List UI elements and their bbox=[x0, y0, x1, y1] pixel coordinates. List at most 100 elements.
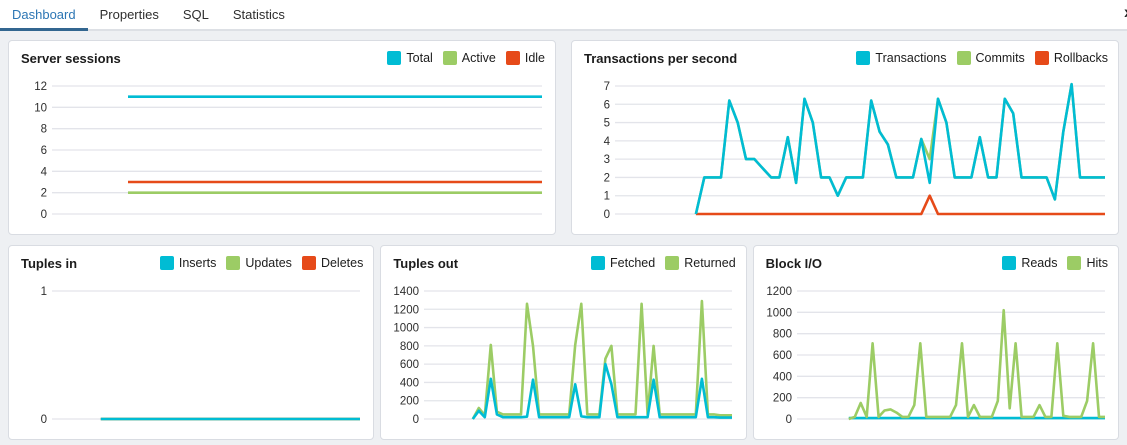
svg-text:0: 0 bbox=[41, 209, 47, 221]
svg-text:600: 600 bbox=[400, 359, 419, 371]
legend-swatch-icon bbox=[1002, 256, 1017, 270]
series-transactions-line bbox=[694, 82, 1105, 215]
legend-label: Commits bbox=[975, 51, 1025, 65]
svg-text:1200: 1200 bbox=[394, 304, 420, 316]
legend-swatch-icon bbox=[387, 51, 402, 65]
legend-label: Inserts bbox=[178, 256, 217, 270]
legend-transactions: Transactions Commits Rollbacks bbox=[856, 51, 1108, 65]
chart-svg: 0 1 2 3 4 5 6 7 bbox=[604, 81, 1105, 221]
svg-text:7: 7 bbox=[604, 81, 610, 93]
legend-swatch-icon bbox=[442, 51, 457, 65]
svg-text:0: 0 bbox=[785, 414, 791, 426]
legend-swatch-icon bbox=[1067, 256, 1082, 270]
svg-text:800: 800 bbox=[400, 341, 419, 353]
legend-tuples-out: Fetched Returned bbox=[591, 256, 736, 270]
legend-label: Total bbox=[406, 51, 433, 65]
svg-text:800: 800 bbox=[772, 329, 791, 341]
svg-text:2: 2 bbox=[604, 172, 610, 184]
legend-server-sessions: Total Active Idle bbox=[387, 51, 545, 65]
legend-swatch-icon bbox=[226, 256, 241, 270]
legend-swatch-icon bbox=[591, 256, 606, 270]
svg-text:200: 200 bbox=[772, 393, 791, 405]
tab-sql[interactable]: SQL bbox=[182, 6, 209, 22]
series-rollbacks-line bbox=[695, 194, 1105, 216]
legend-label: Reads bbox=[1021, 256, 1058, 270]
legend-swatch-icon bbox=[301, 256, 316, 270]
legend-item-deletes: Deletes bbox=[301, 256, 364, 270]
svg-text:400: 400 bbox=[772, 371, 791, 383]
tab-dashboard[interactable]: Dashboard bbox=[0, 0, 88, 31]
svg-text:3: 3 bbox=[604, 154, 610, 166]
svg-text:0: 0 bbox=[604, 209, 610, 221]
chart-svg: 01 bbox=[41, 286, 360, 426]
legend-swatch-icon bbox=[159, 256, 174, 270]
svg-text:10: 10 bbox=[34, 102, 47, 114]
legend-tuples-in: Inserts Updates Deletes bbox=[159, 256, 364, 270]
legend-item-active: Active bbox=[442, 51, 496, 65]
legend-item-updates: Updates bbox=[226, 256, 292, 270]
legend-item-reads: Reads bbox=[1002, 256, 1057, 270]
legend-item-returned: Returned bbox=[665, 256, 736, 270]
legend-label: Updates bbox=[245, 256, 292, 270]
dashboard-row-top: Server sessions Total Active Idle 0 2 4 6 8 10 1… bbox=[8, 40, 1119, 235]
svg-text:6: 6 bbox=[41, 145, 47, 157]
svg-text:12: 12 bbox=[34, 81, 47, 93]
legend-item-commits: Commits bbox=[956, 51, 1025, 65]
legend-swatch-icon bbox=[505, 51, 520, 65]
panel-header: Block I/O Reads Hits bbox=[754, 246, 1118, 278]
tabs-overflow-icon[interactable]: x bbox=[1124, 4, 1127, 20]
legend-label: Transactions bbox=[875, 51, 947, 65]
svg-text:200: 200 bbox=[400, 396, 419, 408]
svg-text:1: 1 bbox=[604, 191, 610, 203]
svg-text:0: 0 bbox=[41, 414, 47, 426]
legend-label: Fetched bbox=[610, 256, 656, 270]
transactions-chart: 0 1 2 3 4 5 6 7 bbox=[572, 73, 1118, 234]
svg-text:600: 600 bbox=[772, 350, 791, 362]
panel-transactions-per-second: Transactions per second Transactions Comm… bbox=[571, 40, 1119, 235]
tab-properties[interactable]: Properties bbox=[99, 6, 159, 22]
panel-header: Server sessions Total Active Idle bbox=[9, 41, 555, 73]
legend-item-total: Total bbox=[387, 51, 433, 65]
dashboard-content: Server sessions Total Active Idle 0 2 4 6 8 10 1… bbox=[0, 31, 1127, 440]
panel-title-transactions: Transactions per second bbox=[584, 50, 738, 66]
svg-text:4: 4 bbox=[604, 136, 611, 148]
svg-text:2: 2 bbox=[41, 188, 47, 200]
tabbar: Dashboard Properties SQL Statistics x bbox=[0, 0, 1127, 31]
chart-svg: 0 200 400 600 800 1000 1200 bbox=[766, 286, 1105, 426]
panel-header: Tuples out Fetched Returned bbox=[381, 246, 745, 278]
server-sessions-chart: 0 2 4 6 8 10 12 bbox=[9, 73, 555, 234]
legend-label: Rollbacks bbox=[1053, 51, 1108, 65]
legend-swatch-icon bbox=[665, 256, 680, 270]
legend-label: Idle bbox=[524, 51, 545, 65]
legend-swatch-icon bbox=[956, 51, 971, 65]
panel-server-sessions: Server sessions Total Active Idle 0 2 4 6 8 10 1… bbox=[8, 40, 556, 235]
panel-header: Tuples in Inserts Updates Deletes bbox=[9, 246, 373, 278]
legend-item-idle: Idle bbox=[505, 51, 545, 65]
svg-text:1200: 1200 bbox=[766, 286, 792, 298]
svg-text:8: 8 bbox=[41, 124, 47, 136]
legend-label: Returned bbox=[684, 256, 736, 270]
svg-text:1: 1 bbox=[41, 286, 47, 298]
chart-svg: 0 200 400 600 800 1000 1200 1400 bbox=[394, 286, 733, 426]
legend-item-transactions: Transactions bbox=[856, 51, 947, 65]
legend-label: Active bbox=[461, 51, 496, 65]
legend-swatch-icon bbox=[856, 51, 871, 65]
panel-title-tuples-out: Tuples out bbox=[393, 255, 459, 271]
tab-statistics[interactable]: Statistics bbox=[232, 6, 285, 22]
series-fetched-line bbox=[472, 362, 733, 420]
svg-text:0: 0 bbox=[413, 414, 419, 426]
legend-block-io: Reads Hits bbox=[1002, 256, 1108, 270]
series-hits-line bbox=[848, 308, 1105, 421]
legend-label: Hits bbox=[1086, 256, 1108, 270]
svg-text:1000: 1000 bbox=[394, 323, 420, 335]
panel-title-block-io: Block I/O bbox=[765, 255, 823, 271]
svg-text:4: 4 bbox=[41, 166, 48, 178]
svg-text:400: 400 bbox=[400, 377, 419, 389]
block-io-chart: 0 200 400 600 800 1000 1200 bbox=[754, 278, 1118, 439]
panel-title-tuples-in: Tuples in bbox=[21, 255, 78, 271]
legend-label: Deletes bbox=[320, 256, 364, 270]
legend-item-inserts: Inserts bbox=[159, 256, 217, 270]
svg-text:1000: 1000 bbox=[766, 307, 792, 319]
legend-item-fetched: Fetched bbox=[591, 256, 655, 270]
